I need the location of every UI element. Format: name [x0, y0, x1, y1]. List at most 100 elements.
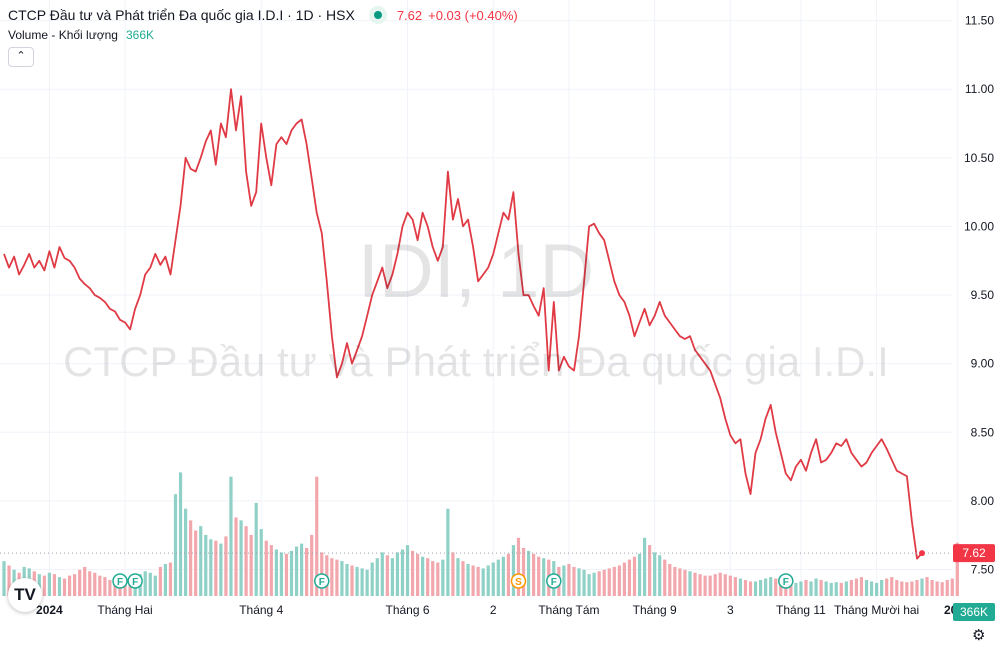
event-marker[interactable]: F	[546, 573, 562, 589]
volume-bar	[718, 572, 722, 596]
volume-bar	[809, 581, 813, 596]
volume-bar	[269, 545, 273, 596]
volume-bar	[345, 564, 349, 596]
volume-bar	[441, 559, 445, 596]
volume-bar	[315, 476, 319, 596]
volume-bar	[67, 575, 72, 596]
volume-bar	[189, 520, 193, 596]
symbol-title[interactable]: CTCP Đầu tư và Phát triển Đa quốc gia I.…	[8, 7, 355, 23]
volume-bar	[602, 569, 606, 596]
volume-bar	[466, 564, 470, 596]
volume-bar	[199, 526, 203, 596]
volume-bar	[128, 580, 132, 596]
volume-bar	[436, 562, 440, 596]
volume-bar	[426, 558, 430, 596]
volume-bar	[526, 550, 531, 596]
y-tick-label: 9.00	[971, 357, 995, 371]
volume-bar	[814, 578, 818, 596]
volume-bar	[173, 494, 178, 596]
volume-bar	[2, 561, 6, 596]
volume-bar	[748, 581, 753, 596]
x-tick-label: 3	[727, 603, 734, 617]
event-marker[interactable]: F	[314, 573, 330, 589]
volume-bar	[537, 556, 541, 596]
volume-bar	[294, 546, 299, 596]
volume-bar	[360, 568, 364, 596]
volume-bar	[607, 568, 611, 596]
volume-bar	[819, 580, 823, 596]
volume-bar	[592, 572, 596, 596]
event-marker-circle	[127, 573, 143, 589]
tradingview-logo-icon[interactable]: TV	[8, 578, 42, 612]
volume-bar	[73, 574, 77, 596]
volume-bar	[804, 580, 808, 596]
volume-bar	[330, 558, 334, 596]
volume-legend-label: Volume - Khối lượng	[8, 28, 118, 42]
volume-bar	[895, 580, 899, 596]
volume-bar	[779, 580, 783, 596]
y-tick-label: 9.50	[971, 288, 995, 302]
volume-bar	[758, 580, 763, 596]
volume-bar	[491, 562, 495, 596]
event-marker[interactable]: F	[778, 573, 794, 589]
volume-bar	[234, 517, 238, 596]
last-price-dot	[919, 550, 925, 557]
volume-last-label-text: 366K	[960, 605, 988, 619]
price-axis[interactable]: 7.50 8.00 8.50 9.00 9.50 10.00 10.50 11.00 11.50	[964, 14, 994, 577]
volume-bar	[183, 508, 188, 596]
volume-bar	[572, 566, 576, 596]
volume-bar	[219, 543, 223, 596]
volume-legend[interactable]: Volume - Khối lượng 366K	[8, 28, 154, 42]
event-marker[interactable]: S	[510, 573, 527, 589]
volume-bars	[2, 472, 959, 596]
volume-bar	[289, 550, 294, 596]
volume-bar	[476, 566, 480, 596]
x-tick-label: 2024	[36, 603, 63, 617]
volume-bar	[123, 582, 127, 596]
event-marker[interactable]: F	[127, 573, 143, 589]
volume-bar	[299, 543, 304, 596]
volume-bar	[365, 569, 369, 596]
volume-bar	[713, 574, 717, 596]
volume-bar	[753, 581, 758, 596]
volume-bar	[542, 558, 546, 596]
price-change: +0.03 (+0.40%)	[428, 7, 518, 23]
y-tick-label: 10.00	[964, 219, 994, 233]
volume-bar	[310, 534, 314, 596]
volume-bar	[274, 549, 278, 596]
volume-bar	[461, 561, 465, 596]
volume-bar	[532, 553, 536, 596]
volume-bar	[678, 568, 682, 596]
volume-bar	[935, 581, 939, 596]
event-marker[interactable]: F	[112, 573, 128, 589]
volume-bar	[88, 571, 92, 596]
x-tick-label: Tháng 6	[385, 603, 429, 617]
volume-bar	[920, 578, 924, 596]
collapse-legend-button[interactable]: ⌃	[8, 47, 34, 67]
gear-icon[interactable]: ⚙	[972, 627, 986, 644]
volume-bar	[632, 556, 637, 596]
volume-bar	[158, 566, 162, 596]
event-marker-circle	[112, 573, 128, 589]
volume-bar	[410, 550, 415, 596]
volume-bar	[264, 540, 268, 596]
volume-bar	[617, 565, 621, 596]
volume-bar	[249, 534, 253, 596]
volume-bar	[400, 549, 405, 596]
volume-bar	[723, 574, 727, 596]
volume-bar	[653, 552, 657, 596]
volume-bar	[456, 558, 460, 596]
time-axis[interactable]: 2024 Tháng Hai Tháng 4 Tháng 6 2 Tháng Tám Thá…	[36, 603, 971, 617]
volume-bar	[259, 529, 263, 596]
volume-bar	[496, 559, 500, 596]
volume-bar	[733, 577, 737, 596]
volume-bar	[945, 580, 949, 596]
volume-bar	[481, 568, 485, 596]
volume-bar	[62, 578, 67, 596]
volume-bar	[521, 548, 526, 596]
volume-last-label: 366K	[953, 603, 995, 621]
volume-bar	[567, 564, 571, 596]
legend-header[interactable]: CTCP Đầu tư và Phát triển Đa quốc gia I.…	[8, 6, 518, 24]
